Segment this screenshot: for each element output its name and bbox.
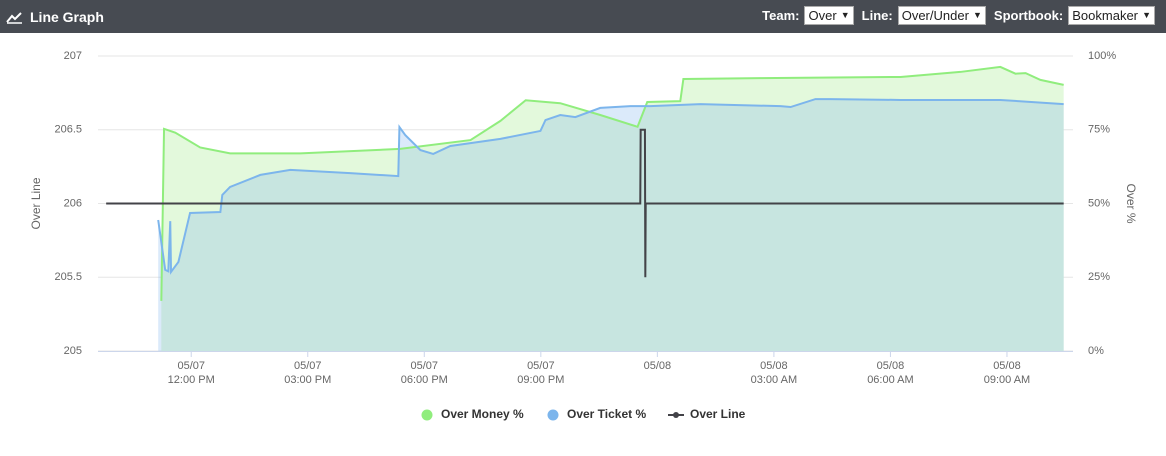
legend-label: Over Money %	[441, 407, 524, 421]
x-tick-label: 05/07	[177, 360, 205, 372]
legend-label: Over Ticket %	[567, 407, 646, 421]
x-tick-time: 03:00 AM	[751, 374, 797, 386]
legend-marker	[421, 409, 433, 421]
series-area	[161, 66, 1064, 351]
y2-tick-label: 100%	[1088, 50, 1116, 62]
series-line	[157, 98, 1064, 275]
filter-select[interactable]: Over/Under	[897, 6, 986, 25]
y2-tick-label: 0%	[1088, 345, 1104, 357]
title-text: Line Graph	[30, 8, 104, 25]
series-line	[106, 128, 1064, 278]
header-title: Line Graph	[6, 9, 104, 25]
header-bar: Line Graph Team: Over Line: Over/Under Sport…	[0, 0, 1166, 33]
x-tick-label: 05/07	[527, 360, 555, 372]
x-tick-time: 09:00 PM	[517, 374, 564, 386]
x-tick-time: 06:00 PM	[401, 374, 448, 386]
x-tick-time: 06:00 AM	[867, 374, 913, 386]
y-tick-label: 205.5	[54, 271, 82, 283]
series-line	[160, 65, 1064, 301]
y2-tick-label: 25%	[1088, 271, 1110, 283]
y2-axis-title: Over %	[1124, 183, 1138, 223]
chart-icon	[6, 11, 22, 24]
series-area	[158, 99, 1064, 351]
y2-tick-label: 75%	[1088, 124, 1110, 136]
legend-marker	[673, 412, 679, 418]
filter-label: Line:	[861, 8, 893, 23]
chart: 205 205.5 206 206.5 207 0% 25% 50% 75% 100% 05/07 1…	[29, 50, 1138, 421]
x-tick-label: 05/08	[877, 360, 905, 372]
filter-select[interactable]: Bookmaker	[1068, 6, 1155, 25]
x-tick-label: 05/08	[993, 360, 1021, 372]
x-tick-label: 05/07	[294, 360, 322, 372]
y-axis-title: Over Line	[29, 177, 43, 229]
y-tick-label: 205	[64, 345, 82, 357]
legend-label: Over Line	[690, 407, 746, 421]
x-tick-time: 03:00 PM	[284, 374, 331, 386]
filter-select[interactable]: Over	[804, 6, 854, 25]
y-tick-label: 206.5	[54, 124, 82, 136]
x-tick-label: 05/08	[760, 360, 788, 372]
filter-label: Sportbook:	[993, 8, 1064, 23]
x-tick-label: 05/08	[644, 360, 672, 372]
legend-marker	[547, 409, 559, 421]
y-tick-label: 206	[64, 197, 82, 209]
filters: Team: Over Line: Over/Under Sportbook: Bookma…	[762, 6, 1158, 25]
y-tick-label: 207	[64, 50, 82, 62]
y2-tick-label: 50%	[1088, 197, 1110, 209]
x-tick-label: 05/07	[411, 360, 439, 372]
x-tick-time: 09:00 AM	[984, 374, 1030, 386]
x-tick-time: 12:00 PM	[168, 374, 215, 386]
filter-label: Team:	[762, 8, 800, 23]
